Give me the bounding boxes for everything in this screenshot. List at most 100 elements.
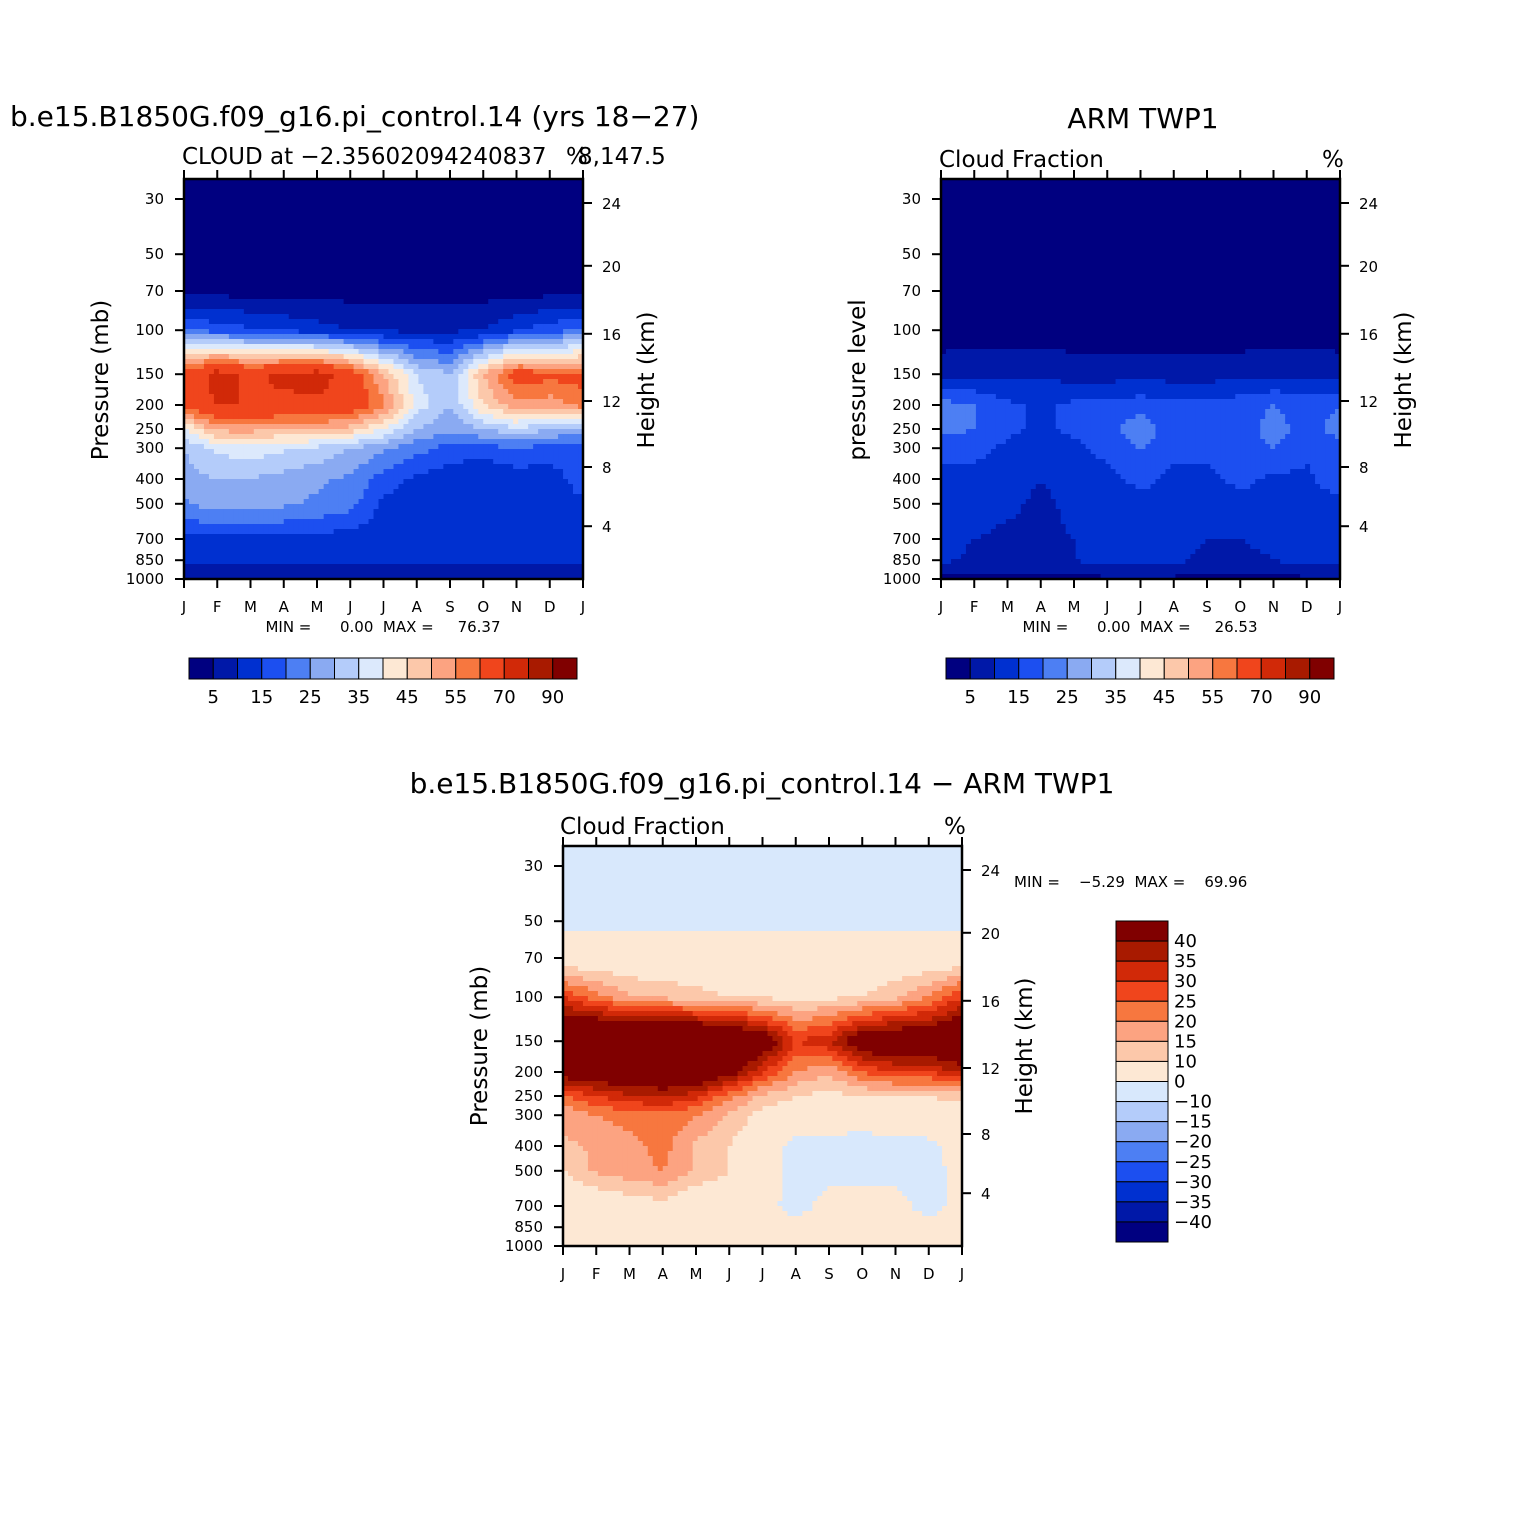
contour-cell [224,344,230,350]
contour-cell [299,294,305,300]
contour-cell [289,184,295,190]
contour-cell [393,364,399,370]
contour-cell [428,329,434,335]
contour-cell [528,284,534,290]
contour-cell [209,379,215,385]
contour-cell [528,229,534,235]
contour-cell [393,234,399,240]
contour-cell [493,379,499,385]
contour-cell [314,449,320,455]
contour-cell [443,369,449,375]
contour-cell [249,459,255,465]
contour-cell [418,429,424,435]
contour-cell [428,444,434,450]
contour-cell [374,379,380,385]
contour-cell [354,444,360,450]
contour-cell [478,339,484,345]
contour-cell [518,209,524,215]
contour-cell [279,439,285,445]
contour-cell [568,234,574,240]
contour-cell [224,234,230,240]
contour-cell [289,279,295,285]
contour-cell [334,244,340,250]
contour-cell [274,334,280,340]
contour-cell [393,374,399,380]
contour-cell [473,199,479,205]
contour-cell [264,414,270,420]
contour-cell [553,479,559,485]
contour-cell [553,389,559,395]
contour-cell [443,319,449,325]
contour-cell [398,399,404,405]
contour-cell [538,379,544,385]
contour-cell [309,234,315,240]
contour-cell [448,184,454,190]
contour-cell [339,294,345,300]
contour-cell [403,334,409,340]
contour-cell [533,484,539,490]
contour-cell [384,274,390,280]
contour-cell [324,309,330,315]
contour-cell [433,339,439,345]
contour-cell [473,339,479,345]
contour-cell [324,279,330,285]
contour-cell [453,219,459,225]
contour-cell [244,199,250,205]
contour-cell [538,419,544,425]
contour-cell [189,209,195,215]
contour-cell [533,224,539,230]
contour-cell [538,414,544,420]
contour-cell [518,199,524,205]
contour-cell [523,229,529,235]
contour-cell [568,419,574,425]
contour-cell [393,434,399,440]
contour-cell [254,289,260,295]
contour-cell [214,189,220,195]
contour-cell [493,419,499,425]
contour-cell [498,189,504,195]
contour-cell [518,434,524,440]
contour-cell [483,299,489,305]
contour-cell [418,234,424,240]
contour-cell [393,484,399,490]
contour-cell [568,219,574,225]
contour-cell [359,244,365,250]
contour-cell [503,429,509,435]
contour-cell [413,199,419,205]
contour-cell [513,399,519,405]
contour-cell [209,219,215,225]
contour-cell [219,489,225,495]
contour-cell [269,349,275,355]
contour-cell [408,204,414,210]
contour-cell [428,324,434,330]
contour-cell [418,479,424,485]
contour-cell [229,439,235,445]
contour-cell [269,214,275,220]
contour-cell [304,234,310,240]
contour-cell [443,309,449,315]
contour-cell [408,194,414,200]
contour-cell [299,334,305,340]
contour-cell [433,219,439,225]
contour-cell [473,369,479,375]
contour-cell [543,184,549,190]
contour-cell [518,414,524,420]
contour-cell [344,284,350,290]
contour-cell [299,199,305,205]
contour-cell [413,364,419,370]
contour-cell [239,379,245,385]
contour-cell [393,214,399,220]
contour-cell [374,409,380,415]
contour-cell [349,184,355,190]
contour-cell [319,319,325,325]
contour-cell [463,309,469,315]
contour-cell [568,394,574,400]
contour-cell [548,354,554,360]
contour-cell [379,309,385,315]
contour-cell [254,424,260,430]
contour-cell [309,219,315,225]
contour-cell [548,399,554,405]
contour-cell [413,424,419,430]
contour-cell [279,444,285,450]
contour-cell [483,394,489,400]
